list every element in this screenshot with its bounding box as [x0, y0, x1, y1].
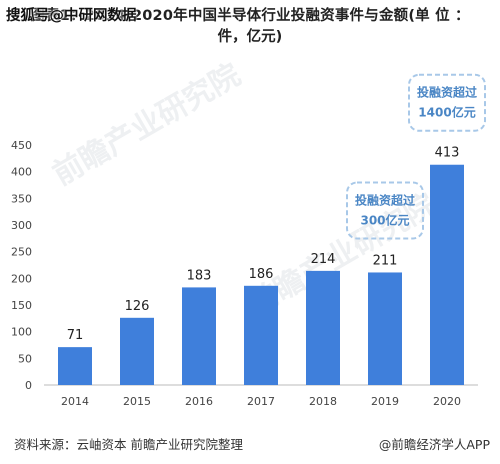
bar-chart: 0 50 100 150 200 250 300 350 400 450 71 2014 126 2015… — [11, 73, 486, 408]
chart-title: 图表1：2014-2020年中国半导体行业投融资事件与金额(单 位 ： — [0, 6, 500, 26]
y-tick-label: 50 — [18, 352, 32, 365]
bar — [58, 347, 92, 385]
y-tick-label: 0 — [25, 379, 32, 392]
x-tick-label: 2018 — [309, 395, 337, 408]
annotation-line2: 1400亿元 — [418, 105, 475, 120]
annotation-box — [408, 73, 486, 132]
annotation-line1: 投融资超过 — [417, 85, 477, 100]
x-tick-label: 2019 — [371, 395, 399, 408]
title-prefix: 图表1： — [30, 8, 85, 24]
bar — [244, 285, 278, 385]
title-main: 2014-2020年中国半导体行业投融资事件与金额(单 位 ： — [84, 8, 470, 24]
x-tick-label: 2016 — [185, 395, 213, 408]
x-tick-label: 2015 — [123, 395, 151, 408]
bar — [430, 164, 464, 385]
bar-value-label: 126 — [125, 299, 150, 314]
y-tick-label: 200 — [11, 272, 32, 285]
y-tick-label: 450 — [11, 139, 32, 152]
bar-value-label: 413 — [435, 146, 460, 161]
x-tick-label: 2014 — [61, 395, 89, 408]
footer-app: @前瞻经济学人APP — [378, 437, 490, 452]
y-tick-label: 100 — [11, 326, 32, 339]
overlay-source-watermark: 搜狐号@中研网数据 — [6, 8, 137, 24]
bar — [120, 317, 154, 385]
bar-value-label: 71 — [67, 328, 84, 343]
bar-value-label: 186 — [249, 267, 274, 282]
bar-value-label: 214 — [311, 252, 336, 267]
bar — [306, 270, 340, 385]
annotation-line1: 投融资超过 — [355, 192, 415, 207]
y-tick-label: 400 — [11, 166, 32, 179]
x-tick-label: 2017 — [247, 395, 275, 408]
annotation-line2: 300亿元 — [360, 212, 409, 227]
chart-title-cont: 件，亿元) — [217, 29, 283, 45]
x-tick-label: 2020 — [433, 395, 461, 408]
bar-value-label: 183 — [187, 268, 212, 283]
bar — [368, 272, 402, 385]
footer-source: 资料来源：云岫资本 前瞻产业研究院整理 — [14, 437, 243, 452]
y-tick-label: 250 — [11, 246, 32, 259]
bar-value-label: 211 — [373, 253, 398, 268]
bar — [182, 287, 216, 385]
y-tick-label: 300 — [11, 219, 32, 232]
y-tick-label: 350 — [11, 192, 32, 205]
annotation-box — [346, 181, 424, 240]
y-tick-label: 150 — [11, 299, 32, 312]
